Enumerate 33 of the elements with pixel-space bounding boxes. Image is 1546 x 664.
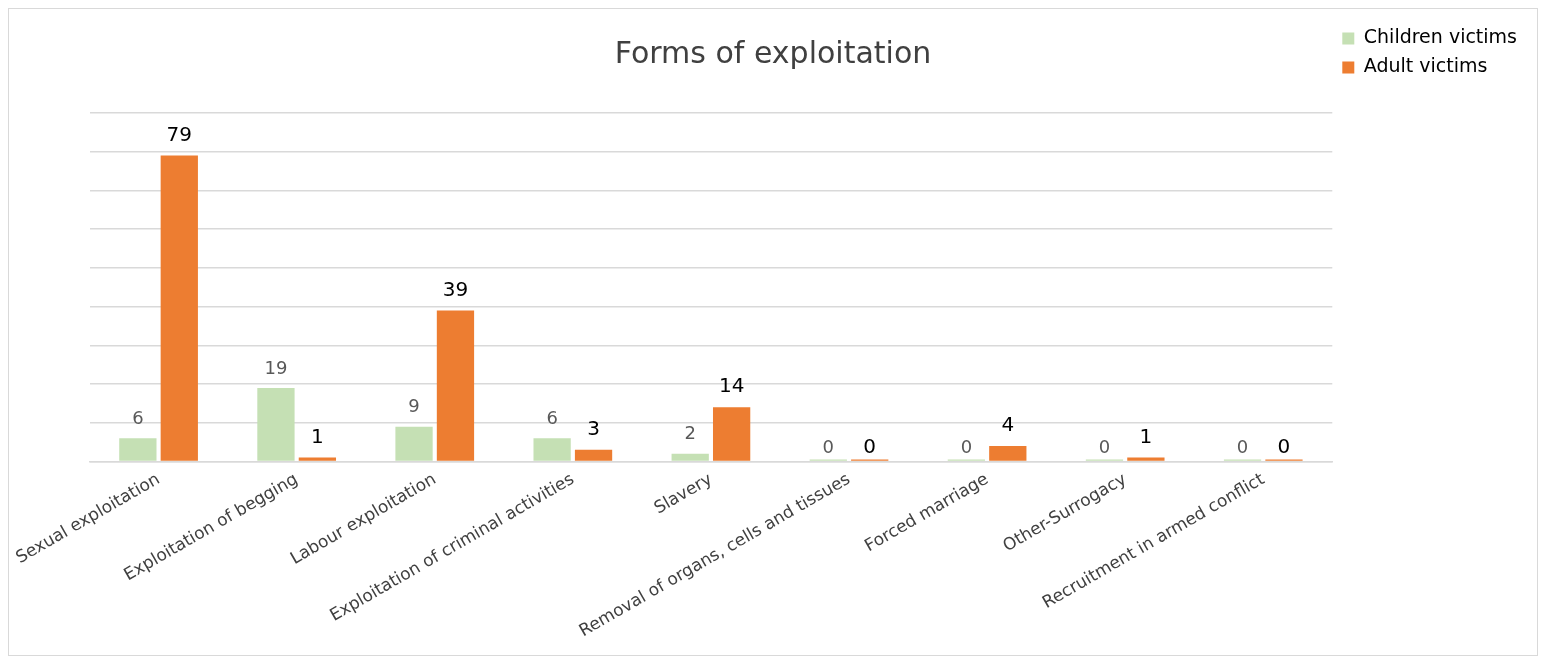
bar: [395, 426, 433, 461]
data-label: 9: [408, 395, 420, 417]
legend-label: Children victims: [1363, 25, 1518, 48]
data-label: 14: [718, 373, 745, 398]
data-label: 0: [822, 436, 835, 458]
data-label: 1: [1139, 423, 1153, 448]
bar: [671, 453, 709, 461]
data-label: 2: [684, 422, 696, 444]
bar: [989, 446, 1027, 461]
bar: [712, 407, 751, 461]
legend-label: Adult victims: [1363, 54, 1488, 77]
data-label: 1: [311, 423, 324, 448]
chart-title: Forms of exploitation: [614, 34, 932, 70]
bar: [533, 438, 571, 461]
data-label: 6: [132, 406, 144, 428]
data-label: 19: [264, 356, 288, 378]
data-label: 4: [1001, 412, 1015, 437]
data-label: 0: [863, 433, 877, 458]
data-label: 0: [1236, 436, 1249, 458]
bar: [160, 155, 198, 461]
data-label: 0: [1277, 433, 1291, 458]
data-label: 79: [166, 121, 193, 146]
data-label: 39: [442, 276, 469, 301]
bar: [1127, 457, 1165, 461]
data-label: 6: [546, 406, 558, 428]
bar: [119, 438, 157, 461]
bar: [574, 449, 613, 461]
bar: [257, 387, 295, 461]
data-label: 3: [587, 416, 600, 441]
bar: [436, 310, 475, 461]
data-label: 0: [1098, 436, 1111, 458]
bar: [298, 457, 337, 461]
data-label: 0: [960, 436, 973, 458]
